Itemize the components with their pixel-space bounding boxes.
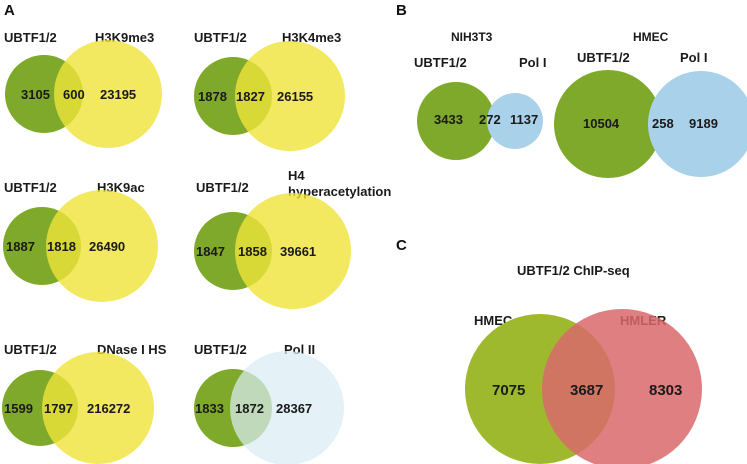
venn-b1-left-count: 3433 (434, 112, 463, 127)
venn-a4-right-circle (235, 193, 351, 309)
venn-a3-left-count: 1887 (6, 239, 35, 254)
venn-b2-cell-line: HMEC (633, 30, 669, 44)
venn-a2-left-count: 1878 (198, 89, 227, 104)
venn-a5-right-count: 216272 (87, 401, 130, 416)
venn-c-right-count: 8303 (649, 382, 682, 399)
venn-a4-right-label-line2: hyperacetylation (288, 184, 391, 199)
venn-a4-right-label-line1: H4 (288, 168, 305, 183)
venn-a1-right-circle (54, 40, 162, 148)
venn-b2-left-count: 10504 (583, 116, 620, 131)
venn-a3-right-circle (46, 190, 158, 302)
venn-a3-right-count: 26490 (89, 239, 125, 254)
panel-c-letter: C (396, 237, 407, 254)
venn-a4-right-count: 39661 (280, 244, 316, 259)
venn-b1: NIH3T3 UBTF1/2 Pol I 3433 272 1137 (414, 30, 546, 160)
panel-b-letter: B (396, 2, 407, 19)
venn-a6-right-circle (230, 351, 344, 464)
venn-a4-left-label: UBTF1/2 (196, 180, 249, 195)
panel-a-letter: A (4, 2, 15, 19)
venn-a2-left-label: UBTF1/2 (194, 30, 247, 45)
venn-b2-left-label: UBTF1/2 (577, 50, 630, 65)
venn-a1-left-count: 3105 (21, 87, 50, 102)
venn-a5-left-label: UBTF1/2 (4, 342, 57, 357)
venn-b1-left-label: UBTF1/2 (414, 55, 467, 70)
venn-a6-right-count: 28367 (276, 401, 312, 416)
venn-a2-overlap-count: 1827 (236, 89, 265, 104)
venn-a6-left-count: 1833 (195, 401, 224, 416)
venn-a6-overlap-count: 1872 (235, 401, 264, 416)
venn-a5-left-count: 1599 (4, 401, 33, 416)
venn-a6-left-label: UBTF1/2 (194, 342, 247, 357)
venn-b1-right-circle (487, 93, 543, 149)
venn-a2-right-circle (235, 41, 345, 151)
venn-c-right-circle (542, 309, 702, 464)
venn-c: UBTF1/2 ChIP-seq HMEC HMLER 7075 3687 83… (465, 263, 702, 464)
venn-a5-right-label: DNase I HS (97, 342, 167, 357)
venn-b2-right-circle (648, 71, 747, 177)
venn-a2: UBTF1/2 H3K4me3 1878 1827 26155 (194, 30, 345, 151)
venn-c-title: UBTF1/2 ChIP-seq (517, 263, 630, 278)
venn-a1-left-label: UBTF1/2 (4, 30, 57, 45)
venn-a2-right-count: 26155 (277, 89, 313, 104)
venn-a5-overlap-count: 1797 (44, 401, 73, 416)
venn-b1-overlap-count: 272 (479, 112, 501, 127)
venn-a1-overlap-count: 600 (63, 87, 85, 102)
venn-b2-right-count: 9189 (689, 116, 718, 131)
venn-a3-overlap-count: 1818 (47, 239, 76, 254)
venn-a5: UBTF1/2 DNase I HS 1599 1797 216272 (2, 342, 167, 464)
venn-b1-left-circle (417, 82, 495, 160)
venn-a3: UBTF1/2 H3K9ac 1887 1818 26490 (3, 180, 158, 302)
venn-a6: UBTF1/2 Pol II 1833 1872 28367 (194, 342, 344, 464)
venn-a1-right-count: 23195 (100, 87, 136, 102)
venn-c-left-count: 7075 (492, 382, 525, 399)
venn-c-overlap-count: 3687 (570, 382, 603, 399)
venn-b2-overlap-count: 258 (652, 116, 674, 131)
venn-a3-left-label: UBTF1/2 (4, 180, 57, 195)
venn-b2: HMEC UBTF1/2 Pol I 10504 258 9189 (554, 30, 747, 178)
venn-b1-right-count: 1137 (510, 112, 538, 127)
venn-b1-right-label: Pol I (519, 55, 546, 70)
venn-a5-right-circle (42, 352, 154, 464)
venn-b2-right-label: Pol I (680, 50, 707, 65)
venn-a4-left-count: 1847 (196, 244, 225, 259)
venn-b2-left-circle (554, 70, 662, 178)
venn-a2-right-label: H3K4me3 (282, 30, 341, 45)
venn-b1-cell-line: NIH3T3 (451, 30, 493, 44)
venn-a4: UBTF1/2 H4 hyperacetylation 1847 1858 39… (194, 168, 391, 309)
venn-a1: UBTF1/2 H3K9me3 3105 600 23195 (4, 30, 162, 148)
venn-a4-overlap-count: 1858 (238, 244, 267, 259)
